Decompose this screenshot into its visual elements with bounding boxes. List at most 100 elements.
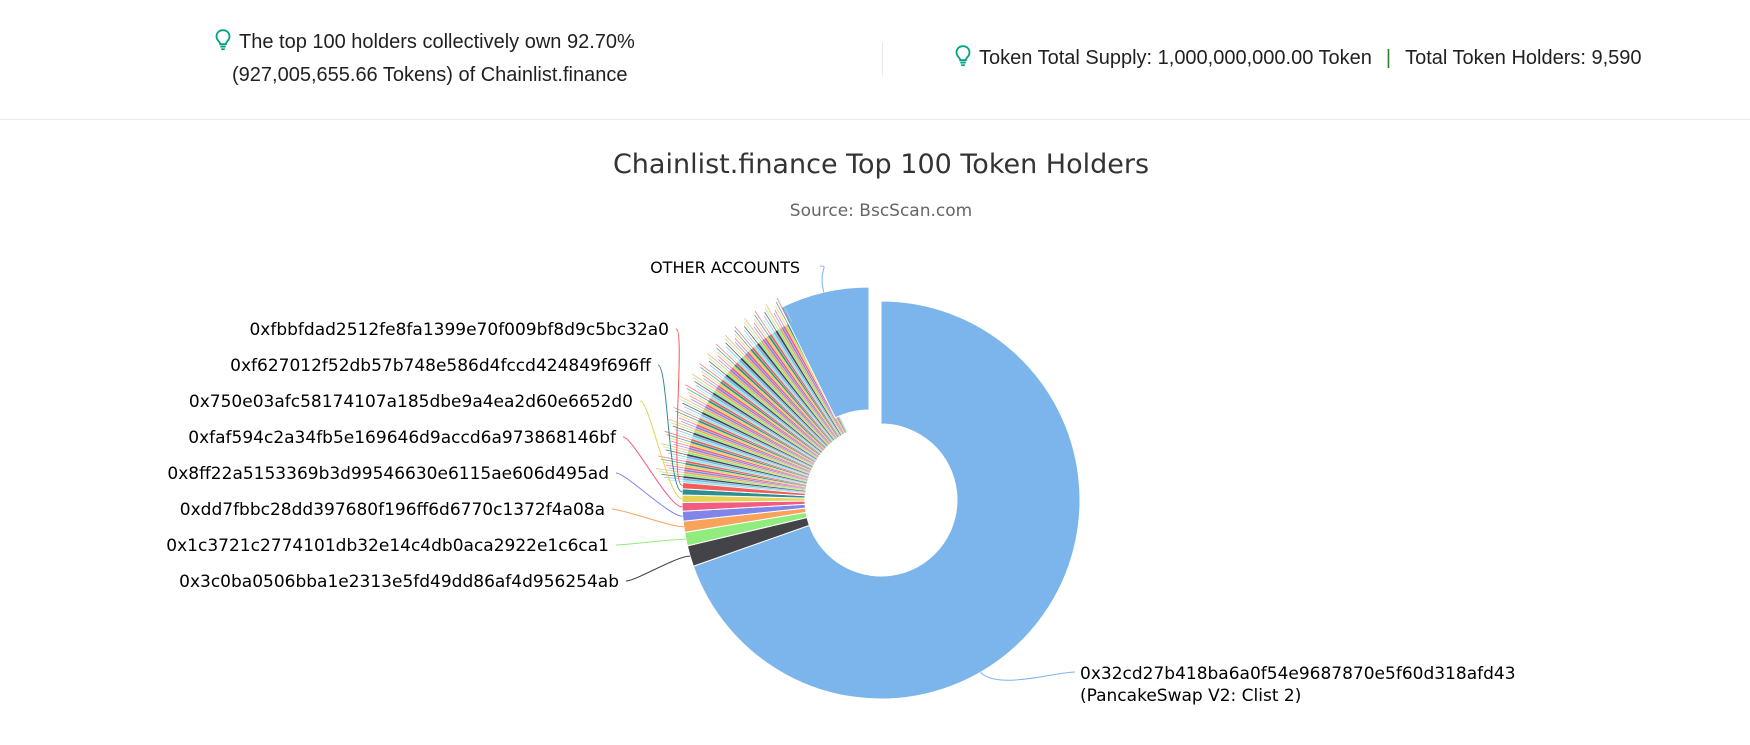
holder-slice-label: 0xdd7fbbc28dd397680f196ff6d6770c1372f4a0… [180, 500, 605, 520]
minor-slice-connector [693, 377, 715, 392]
minor-slice-connector [683, 406, 702, 416]
slice-connector [980, 671, 1076, 681]
holders-donut-chart: Chainlist.finance Top 100 Token Holders … [166, 149, 1515, 706]
holder-slice-label: 0x3c0ba0506bba1e2313e5fd49dd86af4d956254… [179, 572, 619, 592]
slice-connector [615, 538, 686, 546]
slice-connector [625, 555, 691, 582]
minor-slice-connector [676, 432, 693, 439]
lightbulb-icon [215, 29, 231, 51]
minor-slice-connector [673, 443, 689, 449]
minor-slice-connector [744, 318, 762, 342]
minor-slice-connector [709, 364, 725, 378]
minor-slice-connector [670, 422, 695, 432]
minor-slice-connector [725, 342, 742, 359]
minor-slice-connector [716, 351, 734, 367]
top-holders-line-2: (927,005,655.66 Tokens) of Chainlist.fin… [232, 64, 628, 86]
minor-slice-connector [743, 333, 755, 347]
minor-slice-connector [675, 410, 699, 422]
minor-slice-connector [664, 476, 684, 480]
minor-slice-connector [707, 353, 730, 372]
minor-slice-connector [668, 437, 691, 445]
minor-slice-connector [744, 322, 760, 343]
holder-slice-label: 0x32cd27b418ba6a0f54e9687870e5f60d318afd… [1080, 664, 1516, 684]
minor-slice-connector [677, 414, 698, 424]
minor-slice-connector [668, 418, 696, 430]
holder-slice-label: 0x750e03afc58174107a185dbe9a4ea2d60e6652… [189, 392, 633, 412]
minor-slice-connector [685, 384, 710, 400]
minor-slice-connector [674, 428, 693, 436]
chart-slices [681, 286, 1081, 700]
minor-slice-connector [661, 443, 689, 451]
summary-divider [882, 42, 883, 76]
minor-slice-connector [699, 363, 723, 381]
minor-slice-connector [734, 326, 754, 349]
minor-slice-connector [775, 305, 787, 326]
minor-slice-connector [666, 434, 691, 443]
minor-slice-connector [700, 367, 721, 383]
supply-summary: Token Total Supply: 1,000,000,000.00 Tok… [955, 42, 1642, 75]
other-accounts-slice[interactable] [780, 286, 870, 419]
minor-slice-connector [753, 318, 768, 338]
slice-connector [611, 508, 684, 528]
token-holders-summary-bar: The top 100 holders collectively own 92.… [0, 0, 1750, 120]
chart-labels: 0x32cd27b418ba6a0f54e9687870e5f60d318afd… [166, 258, 1515, 706]
minor-slice-connector [663, 461, 686, 467]
minor-slice-connector [708, 360, 727, 376]
minor-slice-connector [689, 395, 707, 406]
minor-slice-connector [670, 455, 687, 460]
minor-slice-connector [665, 464, 685, 469]
minor-slice-connector [764, 308, 779, 330]
chart-subtitle: Source: BscScan.com [790, 201, 972, 221]
minor-slice-connector [686, 388, 709, 402]
minor-slice-connector [734, 334, 750, 352]
top-holders-line-1: The top 100 holders collectively own 92.… [239, 31, 635, 53]
minor-slice-connector [661, 474, 684, 478]
holder-slice-label: 0x8ff22a5153369b3d99546630e6115ae606d495… [167, 464, 609, 484]
minor-slice-connector [725, 346, 740, 361]
minor-slice-connector [763, 319, 773, 334]
holder-slice-label: 0xfaf594c2a34fb5e169646d9accd6a973868146… [188, 428, 617, 448]
holder-slice-label: 0xfbbfdad2512fe8fa1399e70f009bf8d9c5bc32… [249, 320, 669, 340]
minor-slice-connector [776, 298, 791, 324]
holder-slice-label: 0xf627012f52db57b748e586d4fccd424849f696… [230, 356, 652, 376]
minor-slice-connector [703, 378, 717, 388]
minor-slice-connector [692, 373, 716, 390]
minor-slice-connector [678, 417, 697, 426]
slice-connector [675, 328, 683, 487]
minor-slice-connector [775, 301, 789, 325]
minor-slice-connector [734, 341, 747, 355]
minor-slice-connector [701, 370, 720, 385]
minor-slice-connector [784, 307, 793, 323]
top-holders-summary: The top 100 holders collectively own 92.… [215, 26, 695, 92]
minor-slice-connector [734, 330, 752, 350]
minor-slice-connector [754, 314, 770, 336]
minor-slice-connector [671, 440, 690, 447]
minor-slice-connector [663, 446, 688, 454]
minor-slice-connector [685, 409, 701, 418]
summary-separator: | [1385, 47, 1392, 69]
minor-slice-connector [753, 322, 766, 339]
minor-slice-connector [764, 311, 777, 332]
minor-slice-connector [710, 368, 724, 379]
holder-slice-label: 0x1c3721c2774101db32e14c4db0aca2922e1c6c… [166, 536, 609, 556]
total-supply-text: Token Total Supply: 1,000,000,000.00 Tok… [979, 47, 1372, 69]
minor-slice-connector [724, 334, 745, 356]
minor-slice-connector [680, 420, 696, 428]
total-holders-text: Total Token Holders: 9,590 [1405, 47, 1642, 69]
minor-slice-connector [774, 309, 785, 327]
slice-connector [819, 265, 825, 293]
holder-slice[interactable] [692, 300, 1081, 700]
minor-slice-connector [743, 329, 757, 346]
slice-connector [657, 364, 683, 493]
minor-slice-connector [773, 313, 783, 328]
minor-slice-connector [682, 402, 703, 414]
minor-slice-connector [656, 468, 684, 473]
minor-slice-connector [717, 355, 733, 369]
slice-connector [615, 472, 683, 517]
chart-title: Chainlist.finance Top 100 Token Holders [613, 149, 1149, 180]
minor-slice-connector [680, 399, 704, 412]
minor-slice-connector [716, 347, 736, 366]
minor-slice-connector [696, 388, 711, 398]
minor-slice-connector [660, 458, 686, 465]
minor-slice-connector [734, 337, 748, 353]
